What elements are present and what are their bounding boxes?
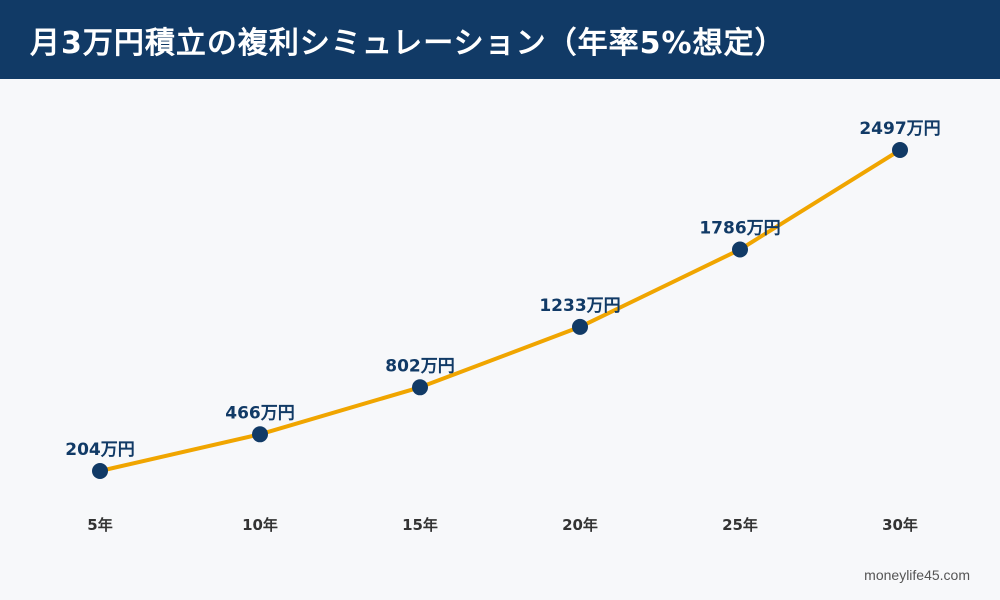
- x-tick-label: 15年: [402, 516, 438, 534]
- data-label: 466万円: [225, 403, 295, 423]
- header-bar: 月3万円積立の複利シミュレーション（年率5%想定）: [0, 0, 1000, 79]
- chart-area: 204万円 5年 466万円 10年 802万円 15年 1233万円 20年 1786万円 25…: [0, 79, 1000, 600]
- data-point: [732, 241, 748, 258]
- x-tick-label: 30年: [882, 516, 918, 534]
- data-label: 1786万円: [699, 219, 780, 239]
- data-label: 2497万円: [859, 119, 940, 139]
- data-label: 1233万円: [539, 296, 620, 316]
- data-point: [412, 379, 428, 396]
- x-tick-label: 20年: [562, 516, 598, 534]
- page-title: 月3万円積立の複利シミュレーション（年率5%想定）: [30, 26, 786, 61]
- series-line: [98, 148, 902, 473]
- data-point: [92, 463, 108, 479]
- line-chart: 204万円 5年 466万円 10年 802万円 15年 1233万円 20年 1786万円 25…: [65, 119, 940, 534]
- data-point: [892, 142, 908, 158]
- x-tick-label: 5年: [87, 516, 112, 534]
- data-label: 204万円: [65, 440, 135, 460]
- data-point: [572, 318, 588, 335]
- data-point: [252, 426, 268, 443]
- x-tick-label: 25年: [722, 516, 758, 534]
- site-watermark: moneylife45.com: [864, 567, 970, 583]
- data-label: 802万円: [385, 356, 455, 376]
- x-tick-label: 10年: [242, 516, 278, 534]
